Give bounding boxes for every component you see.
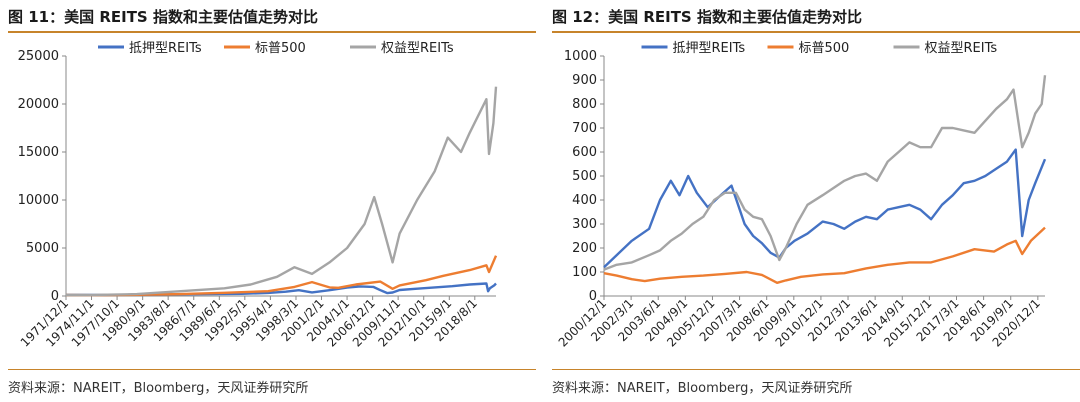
legend-label: 抵押型REITs — [673, 41, 746, 56]
source-note: 资料来源：NAREIT，Bloomberg，天风证券研究所 — [8, 381, 309, 396]
y-tick-label: 10000 — [18, 193, 59, 208]
chart-title: 图 11：美国 REITS 指数和主要估值走势对比 — [8, 8, 318, 26]
y-tick-label: 5000 — [26, 241, 59, 256]
y-tick-label: 700 — [572, 121, 597, 136]
series-line-2 — [603, 226, 1046, 284]
source-note: 资料来源：NAREIT，Bloomberg，天风证券研究所 — [552, 381, 853, 396]
line-chart-11: 05000100001500020000250001971/12/11974/1… — [18, 40, 498, 350]
y-tick-label: 900 — [572, 73, 597, 88]
y-tick-label: 100 — [572, 265, 597, 280]
line-chart-12: 010020030040050060070080090010002000/12/… — [556, 40, 1047, 350]
chart-panel-left: 图 11：美国 REITS 指数和主要估值走势对比 0 5000 10000 1500… — [8, 0, 536, 402]
legend-label: 权益型REITs — [381, 40, 454, 56]
y-tick-label: 25000 — [18, 49, 59, 64]
y-tick-label: 1000 — [564, 49, 597, 64]
title-rule — [552, 31, 1080, 33]
legend-label: 抵押型REITs — [129, 41, 202, 56]
y-tick-label: 0 — [589, 289, 597, 304]
series-line-3 — [66, 86, 498, 297]
chart-panel-right: 图 12：美国 REITS 指数和主要估值走势对比 0 100 200 300 400 5… — [552, 0, 1080, 402]
y-tick-label: 0 — [51, 289, 59, 304]
title-rule — [8, 31, 536, 33]
series-line-1 — [603, 148, 1047, 269]
y-tick-label: 300 — [572, 217, 597, 232]
legend-label: 标普500 — [255, 41, 306, 56]
series-line-3 — [603, 75, 1047, 271]
source-rule — [552, 369, 1080, 370]
y-tick-label: 800 — [572, 97, 597, 112]
y-tick-label: 15000 — [18, 145, 59, 160]
y-tick-label: 200 — [572, 241, 597, 256]
chart-title: 图 12：美国 REITS 指数和主要估值走势对比 — [552, 8, 862, 26]
series-line-2 — [65, 255, 498, 297]
source-rule — [8, 369, 536, 370]
y-tick-label: 400 — [572, 193, 597, 208]
y-tick-label: 20000 — [18, 97, 59, 112]
y-tick-label: 500 — [572, 169, 597, 184]
legend-label: 权益型REITs — [925, 40, 998, 56]
y-tick-label: 600 — [572, 145, 597, 160]
legend-label: 标普500 — [799, 41, 850, 56]
